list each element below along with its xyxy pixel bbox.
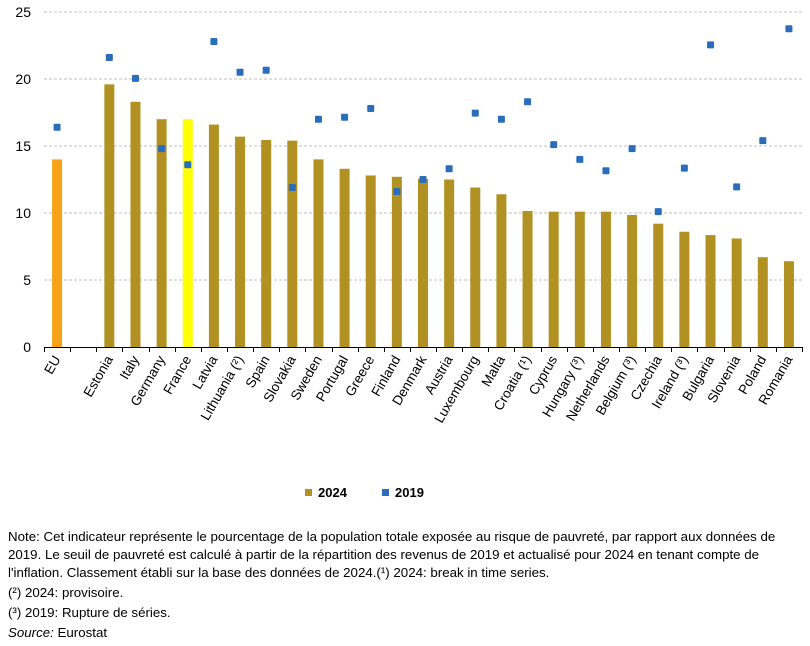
legend-item-2019: 2019 xyxy=(382,485,424,500)
bar-2024-latvia xyxy=(208,124,219,347)
bar-2024-finland xyxy=(391,176,402,347)
point-2019-eu xyxy=(53,123,61,131)
bar-2024-sweden xyxy=(313,159,324,347)
bars-2024 xyxy=(52,84,794,348)
source-line: Source: Eurostat xyxy=(8,624,808,642)
point-2019-ireland xyxy=(680,164,688,172)
y-tick-label-15: 15 xyxy=(15,138,31,154)
bar-2024-portugal xyxy=(339,168,350,347)
bar-2024-austria xyxy=(444,179,455,347)
point-2019-lithuania xyxy=(236,68,244,76)
x-tick-label-italy: Italy xyxy=(117,353,142,382)
bar-2024-france xyxy=(182,119,193,347)
bar-2024-germany xyxy=(156,119,167,347)
point-2019-slovenia xyxy=(733,183,741,191)
x-axis xyxy=(44,347,803,352)
point-2019-bulgaria xyxy=(707,41,715,49)
y-tick-label-10: 10 xyxy=(15,205,31,221)
bar-2024-greece xyxy=(365,175,376,347)
bar-2024-bulgaria xyxy=(705,235,716,347)
bar-2024-italy xyxy=(130,101,141,347)
point-2019-czechia xyxy=(654,208,662,216)
point-2019-romania xyxy=(785,25,793,33)
legend-swatch-2024 xyxy=(305,489,312,496)
point-2019-greece xyxy=(367,104,375,112)
point-2019-sweden xyxy=(314,115,322,123)
point-2019-denmark xyxy=(419,176,427,183)
point-2019-slovakia xyxy=(288,184,296,192)
note-series-break: (³) 2019: Rupture de séries. xyxy=(8,605,171,620)
bar-2024-netherlands xyxy=(600,211,611,347)
bar-2024-luxembourg xyxy=(470,187,481,347)
bar-2024-slovenia xyxy=(731,238,742,347)
point-2019-croatia xyxy=(524,98,532,106)
bar-2024-denmark xyxy=(418,178,428,347)
x-tick-label-eu: EU xyxy=(41,353,63,377)
point-2019-austria xyxy=(445,165,453,173)
bar-2024-croatia xyxy=(522,210,533,347)
bar-2024-hungary xyxy=(574,211,585,347)
point-2019-netherlands xyxy=(602,167,610,175)
point-2019-belgium xyxy=(628,145,636,153)
bar-2024-czechia xyxy=(653,223,664,347)
point-2019-cyprus xyxy=(550,141,558,149)
point-2019-luxembourg xyxy=(471,109,479,117)
point-2019-latvia xyxy=(210,37,218,45)
point-2019-malta xyxy=(497,115,505,123)
x-tick-label-estonia: Estonia xyxy=(80,353,116,400)
bar-2024-poland xyxy=(757,257,768,347)
bar-2024-slovakia xyxy=(287,140,298,347)
note-main: Note: Cet indicateur représente le pourc… xyxy=(8,529,776,580)
point-2019-france xyxy=(184,161,192,169)
legend-swatch-2019 xyxy=(382,489,389,496)
legend-label-2019: 2019 xyxy=(395,485,424,500)
point-2019-hungary xyxy=(576,155,584,163)
y-tick-label-0: 0 xyxy=(23,339,31,355)
legend-item-2024: 2024 xyxy=(305,485,347,500)
bar-2024-spain xyxy=(261,139,272,347)
y-axis-tick-labels: 0 5 10 15 20 25 xyxy=(15,4,31,355)
point-2019-germany xyxy=(158,145,166,153)
point-2019-finland xyxy=(393,188,401,196)
note-provisional: (²) 2024: provisoire. xyxy=(8,585,124,600)
y-tick-label-5: 5 xyxy=(23,272,31,288)
source-value: Eurostat xyxy=(53,625,108,640)
point-2019-poland xyxy=(759,137,767,145)
y-tick-label-20: 20 xyxy=(15,71,31,87)
point-2019-estonia xyxy=(105,54,113,62)
point-2019-italy xyxy=(131,74,139,82)
legend-label-2024: 2024 xyxy=(318,485,347,500)
legend: 2024 2019 xyxy=(0,485,810,505)
bar-2024-estonia xyxy=(104,84,115,348)
source-label: Source: xyxy=(8,625,54,640)
x-axis-tick-labels: EU Estonia ItalyGermanyFranceLatviaLithuan… xyxy=(41,353,795,426)
footnotes: Note: Cet indicateur représente le pourc… xyxy=(8,528,808,642)
point-2019-portugal xyxy=(341,113,349,121)
gridlines xyxy=(44,11,802,281)
points-2019 xyxy=(53,25,793,216)
bar-2024-eu xyxy=(52,159,63,347)
bar-2024-belgium xyxy=(627,215,638,347)
bar-2024-malta xyxy=(496,194,507,347)
bar-2024-ireland xyxy=(679,231,690,347)
y-tick-label-25: 25 xyxy=(15,4,31,20)
point-2019-spain xyxy=(262,66,270,74)
bar-2024-lithuania xyxy=(235,136,246,347)
bar-2024-romania xyxy=(783,261,794,347)
bar-2024-cyprus xyxy=(548,211,559,347)
